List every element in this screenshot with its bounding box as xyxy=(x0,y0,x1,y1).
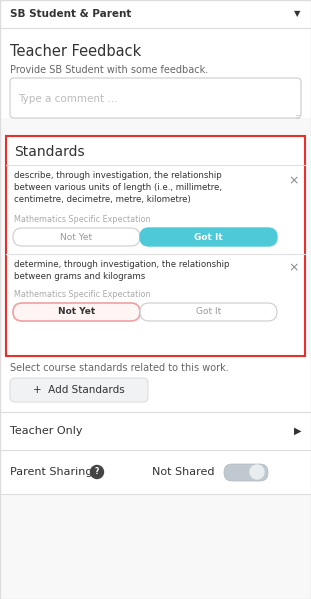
Text: Provide SB Student with some feedback.: Provide SB Student with some feedback. xyxy=(10,65,208,75)
Text: Standards: Standards xyxy=(14,145,85,159)
FancyBboxPatch shape xyxy=(224,464,268,481)
Text: SB Student & Parent: SB Student & Parent xyxy=(10,9,131,19)
FancyBboxPatch shape xyxy=(13,303,140,321)
Text: Not Yet: Not Yet xyxy=(60,232,93,241)
Text: Teacher Only: Teacher Only xyxy=(10,426,82,436)
Text: Not Shared: Not Shared xyxy=(152,467,214,477)
Text: Mathematics Specific Expectation: Mathematics Specific Expectation xyxy=(14,290,151,299)
Text: Mathematics Specific Expectation: Mathematics Specific Expectation xyxy=(14,215,151,224)
Text: Parent Sharing: Parent Sharing xyxy=(10,467,92,477)
Bar xyxy=(0,412,311,450)
Text: ?: ? xyxy=(95,467,99,476)
Text: Type a comment ...: Type a comment ... xyxy=(18,94,118,104)
Text: describe, through investigation, the relationship
between various units of lengt: describe, through investigation, the rel… xyxy=(14,171,222,204)
Text: ▼: ▼ xyxy=(294,10,300,19)
Text: ▶: ▶ xyxy=(294,426,302,436)
Text: Select course standards related to this work.: Select course standards related to this … xyxy=(10,363,229,373)
FancyBboxPatch shape xyxy=(140,228,277,246)
Text: Got It: Got It xyxy=(196,307,221,316)
Text: ×: × xyxy=(289,262,299,274)
Bar xyxy=(0,118,311,136)
Text: determine, through investigation, the relationship
between grams and kilograms: determine, through investigation, the re… xyxy=(14,260,230,281)
FancyBboxPatch shape xyxy=(10,378,148,402)
Bar xyxy=(0,450,311,494)
Text: +  Add Standards: + Add Standards xyxy=(33,385,125,395)
Bar xyxy=(6,136,305,356)
Text: Teacher Feedback: Teacher Feedback xyxy=(10,44,141,59)
Text: Got It: Got It xyxy=(194,232,223,241)
Circle shape xyxy=(91,465,104,479)
Text: ×: × xyxy=(289,174,299,187)
Circle shape xyxy=(250,465,264,479)
FancyBboxPatch shape xyxy=(140,303,277,321)
FancyBboxPatch shape xyxy=(10,78,301,118)
Bar xyxy=(0,356,311,431)
Bar xyxy=(0,28,311,138)
Bar xyxy=(0,0,311,28)
Text: Not Yet: Not Yet xyxy=(58,307,95,316)
FancyBboxPatch shape xyxy=(13,228,140,246)
